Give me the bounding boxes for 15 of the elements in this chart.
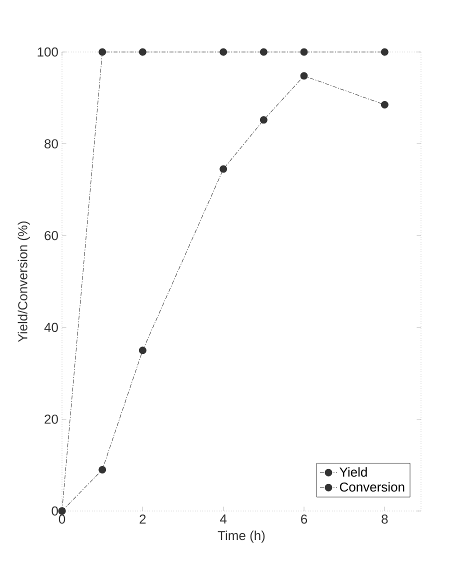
legend-label: Conversion (340, 482, 404, 492)
legend-label: Yield (340, 467, 367, 477)
y-tick-label: 100 (38, 47, 58, 57)
y-tick-label: 60 (44, 230, 58, 240)
y-tick-label: 20 (44, 414, 58, 424)
x-tick-label: 2 (140, 514, 146, 524)
y-tick-label: 0 (52, 506, 58, 516)
x-axis-title: Time (h) (218, 530, 265, 543)
y-tick-label: 80 (44, 139, 58, 148)
x-tick-label: 8 (382, 514, 388, 524)
y-tick-label: 40 (44, 322, 58, 332)
x-tick-label: 4 (220, 514, 227, 524)
x-tick-label: 6 (301, 514, 308, 524)
x-tick-label: 0 (58, 514, 66, 524)
y-axis-title: Yield/Conversion (%) (18, 222, 30, 342)
